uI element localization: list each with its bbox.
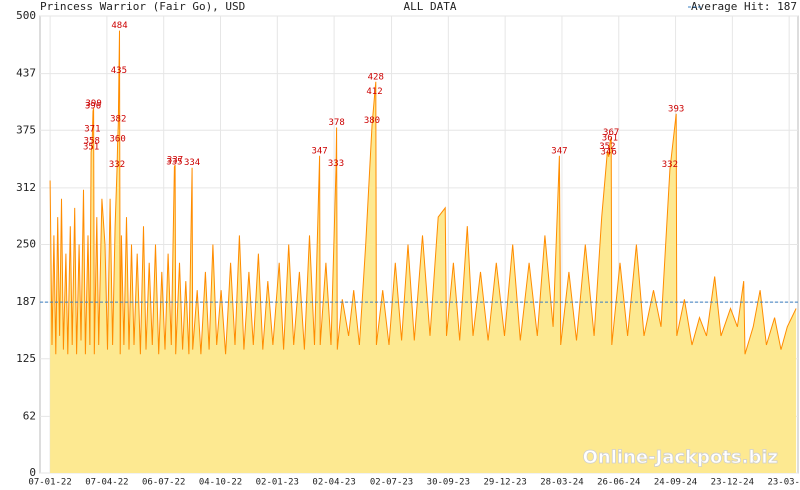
data-label: 371 — [84, 124, 100, 134]
x-tick-label: 24-09-24 — [654, 478, 697, 488]
average-legend: Average Hit: 187 — [691, 0, 797, 13]
data-label: 332 — [109, 160, 125, 170]
line — [49, 30, 797, 355]
x-tick-label: 07-04-22 — [85, 478, 128, 488]
data-label: 367 — [603, 128, 619, 138]
data-label: 337 — [167, 155, 183, 165]
y-tick-label: 375 — [16, 123, 36, 136]
x-tick-label: 26-06-24 — [597, 478, 640, 488]
data-label: 346 — [601, 147, 617, 157]
data-label: 396 — [85, 102, 101, 112]
data-label: 332 — [662, 160, 678, 170]
y-tick-label: 0 — [29, 466, 36, 479]
data-label: 352 — [599, 142, 615, 152]
data-label: 347 — [311, 146, 327, 156]
y-tick-label: 312 — [16, 181, 36, 194]
y-tick-label: 250 — [16, 238, 36, 251]
x-tick-label: 29-12-23 — [483, 478, 526, 488]
data-label: 335 — [166, 157, 182, 167]
x-tick-label: 02-01-23 — [256, 478, 299, 488]
data-label: 412 — [366, 87, 382, 97]
data-label: 484 — [111, 21, 127, 31]
x-tick-label: 30-09-23 — [427, 478, 470, 488]
chart-title: Princess Warrior (Fair Go), USD — [40, 0, 245, 13]
chart-subtitle: ALL DATA — [404, 0, 457, 13]
y-tick-label: 125 — [16, 352, 36, 365]
data-label: 435 — [111, 66, 127, 76]
data-label: 428 — [368, 72, 384, 82]
data-label: 333 — [328, 159, 344, 169]
area — [50, 30, 797, 473]
data-label: 358 — [84, 136, 100, 146]
data-label: 361 — [602, 134, 618, 144]
x-tick-label: 28-03-24 — [540, 478, 583, 488]
data-label: 399 — [86, 99, 102, 109]
x-tick-label: 04-10-22 — [199, 478, 242, 488]
y-tick-label: 437 — [16, 67, 36, 80]
x-tick-label: 02-07-23 — [370, 478, 413, 488]
y-tick-label: 500 — [16, 9, 36, 22]
y-tick-label: 187 — [16, 295, 36, 308]
data-label: 382 — [110, 114, 126, 124]
data-label: 334 — [184, 158, 200, 168]
x-tick-label: 07-01-22 — [28, 478, 71, 488]
data-label: 351 — [83, 143, 99, 153]
data-label: 360 — [109, 134, 125, 144]
x-tick-label: 23-03-25 — [767, 478, 800, 488]
data-label: 378 — [329, 118, 345, 128]
data-label: 393 — [668, 104, 684, 114]
y-tick-label: 62 — [23, 409, 36, 422]
data-label: 347 — [551, 146, 567, 156]
x-tick-label: 23-12-24 — [711, 478, 754, 488]
data-label: 380 — [364, 116, 380, 126]
x-tick-label: 02-04-23 — [312, 478, 355, 488]
watermark: Online-Jackpots.biz — [583, 447, 778, 468]
x-tick-label: 06-07-22 — [142, 478, 185, 488]
